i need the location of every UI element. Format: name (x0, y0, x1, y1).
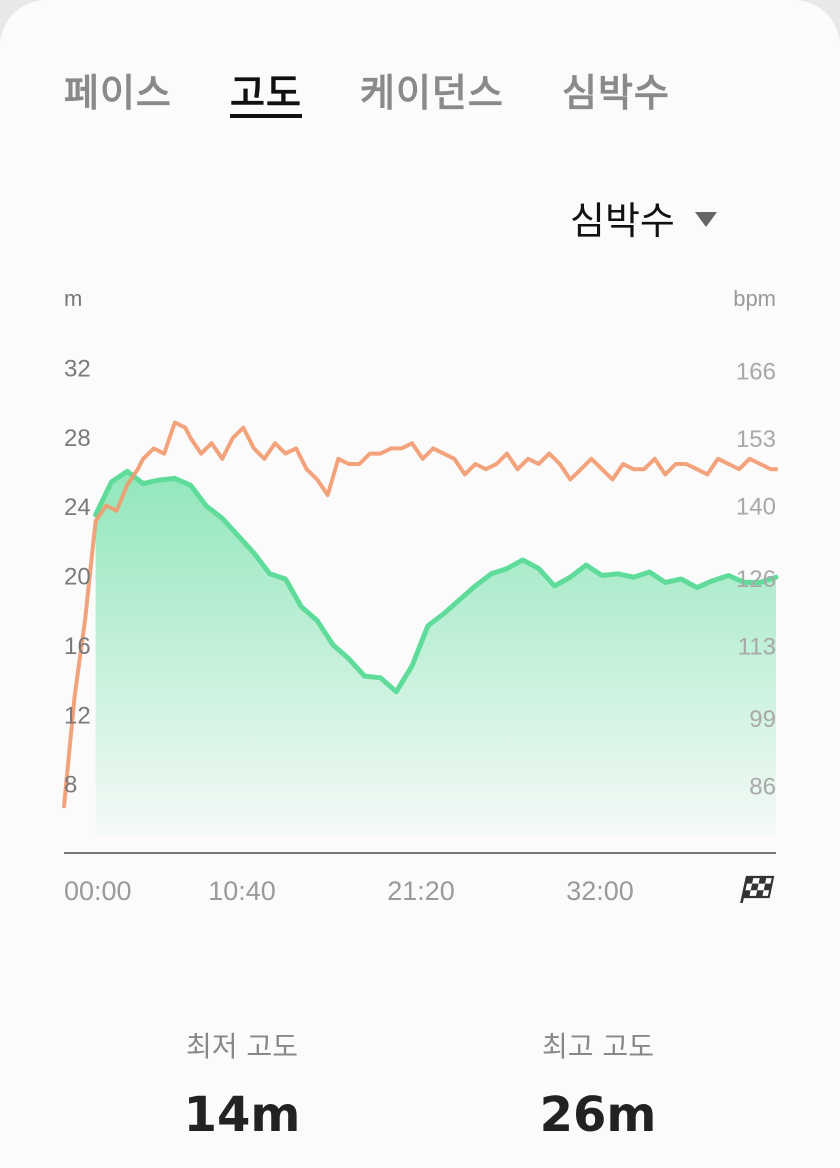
flag-pole (740, 877, 749, 903)
right-axis-tick-label: 86 (749, 774, 776, 801)
active-tab-underline (230, 114, 302, 118)
left-axis-tick-label: 12 (64, 702, 91, 729)
dropdown-triangle-icon (694, 212, 717, 227)
altitude-area-fill (95, 471, 777, 835)
right-axis-unit: bpm (733, 286, 776, 311)
right-axis-tick-label: 153 (736, 426, 776, 453)
min-altitude-value: 14m (183, 1087, 301, 1143)
left-axis-tick-label: 28 (64, 425, 91, 452)
x-axis-tick-label: 10:40 (208, 876, 276, 906)
left-axis-tick-label: 16 (64, 633, 91, 660)
x-axis-tick-label: 32:00 (566, 876, 634, 906)
altitude-line (93, 468, 779, 695)
max-altitude-label: 최고 고도 (542, 1030, 654, 1063)
chart-svg: m bpm 32 28 24 20 16 12 8 166 153 140 126 113 99 86 00:0… (62, 286, 779, 906)
overlay-metric-label: 심박수 (570, 199, 675, 243)
x-axis-tick-label: 21:20 (387, 876, 455, 906)
right-axis-tick-label: 166 (736, 359, 776, 386)
left-axis-unit: m (64, 286, 82, 311)
flag-check (758, 877, 767, 884)
left-axis-tick-label: 20 (64, 564, 91, 591)
tab-altitude[interactable]: 고도 (230, 62, 302, 118)
tab-pace[interactable]: 페이스 (64, 71, 172, 115)
overlay-metric-dropdown[interactable]: 심박수 (570, 190, 717, 245)
flag-check (750, 883, 759, 891)
left-axis-tick-label: 32 (64, 355, 91, 382)
max-altitude-value: 26m (539, 1087, 657, 1143)
right-axis-tick-label: 99 (749, 706, 776, 733)
flag-check (763, 883, 772, 891)
left-axis-tick-label: 8 (64, 772, 77, 799)
tab-heart-rate[interactable]: 심박수 (562, 71, 670, 115)
min-altitude-label: 최저 고도 (186, 1030, 298, 1063)
x-axis-tick-label: 00:00 (64, 876, 132, 906)
checkered-flag-icon (740, 875, 775, 903)
flag-check (755, 890, 764, 897)
altitude-heart-rate-chart: m bpm 32 28 24 20 16 12 8 166 153 140 126 113 99 86 00:0… (0, 270, 840, 950)
min-altitude-stat: 최저 고도 14m (112, 1025, 372, 1143)
right-axis-tick-label: 113 (738, 634, 776, 661)
max-altitude-stat: 최고 고도 26m (468, 1025, 728, 1143)
heart-rate-line (62, 420, 778, 809)
tab-altitude-label: 고도 (230, 71, 302, 115)
right-axis-tick-label: 126 (736, 566, 776, 593)
tab-cadence[interactable]: 케이던스 (360, 71, 504, 115)
left-axis-tick-label: 24 (64, 494, 91, 521)
right-axis-tick-label: 140 (736, 493, 776, 520)
altitude-stats: 최저 고도 14m 최고 고도 26m (0, 1025, 840, 1145)
